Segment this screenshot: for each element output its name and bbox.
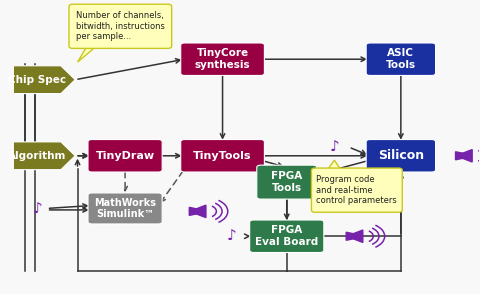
FancyBboxPatch shape — [88, 140, 162, 172]
Text: ♪: ♪ — [33, 202, 43, 217]
Polygon shape — [346, 232, 353, 240]
Polygon shape — [189, 207, 196, 216]
Text: TinyDraw: TinyDraw — [96, 151, 155, 161]
FancyBboxPatch shape — [250, 220, 324, 253]
Text: Chip Spec: Chip Spec — [8, 75, 66, 85]
Text: TinyTools: TinyTools — [193, 151, 252, 161]
FancyBboxPatch shape — [312, 168, 402, 212]
FancyBboxPatch shape — [180, 43, 264, 76]
Polygon shape — [13, 142, 75, 170]
Text: Number of channels,
bitwidth, instructions
per sample...: Number of channels, bitwidth, instructio… — [76, 11, 165, 41]
FancyBboxPatch shape — [257, 165, 317, 199]
Text: FPGA
Eval Board: FPGA Eval Board — [255, 225, 318, 247]
Polygon shape — [353, 230, 363, 243]
Text: TinyCore
synthesis: TinyCore synthesis — [195, 49, 251, 70]
FancyBboxPatch shape — [180, 140, 264, 172]
Text: FPGA
Tools: FPGA Tools — [271, 171, 302, 193]
Polygon shape — [463, 150, 472, 162]
FancyBboxPatch shape — [69, 4, 172, 49]
FancyBboxPatch shape — [88, 193, 162, 224]
Text: ♪: ♪ — [227, 229, 237, 244]
Polygon shape — [13, 66, 75, 93]
Polygon shape — [327, 160, 341, 171]
FancyBboxPatch shape — [366, 140, 435, 172]
Text: ASIC
Tools: ASIC Tools — [386, 49, 416, 70]
Text: Program code
and real-time
control parameters: Program code and real-time control param… — [316, 175, 397, 205]
Text: ♪: ♪ — [329, 139, 339, 155]
Polygon shape — [196, 205, 206, 218]
Polygon shape — [456, 152, 463, 160]
FancyBboxPatch shape — [366, 43, 435, 76]
Polygon shape — [78, 46, 96, 62]
Text: MathWorks
Simulink™: MathWorks Simulink™ — [94, 198, 156, 219]
Text: Algorithm: Algorithm — [8, 151, 66, 161]
Text: Silicon: Silicon — [378, 149, 424, 162]
